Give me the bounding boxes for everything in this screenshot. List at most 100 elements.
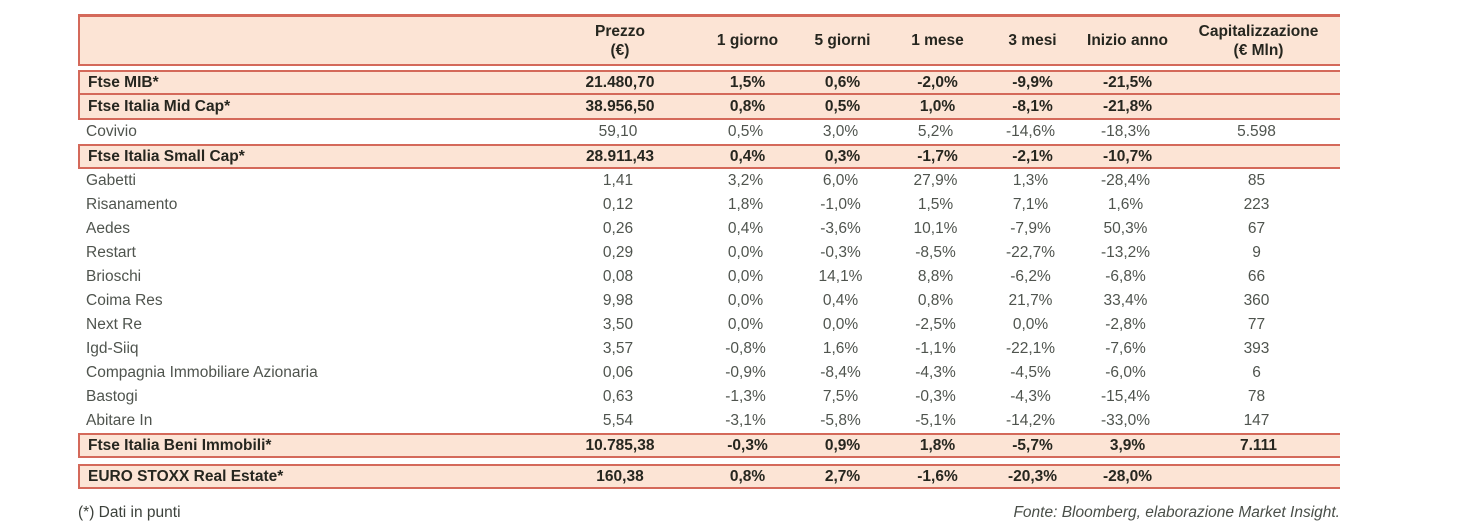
value-cell-prezzo: 59,10: [598, 123, 638, 140]
value-cell-1-giorno: 0,4%: [727, 220, 764, 237]
index-row: Ftse Italia Small Cap* 28.911,43 0,4% 0,3% -…: [78, 144, 1340, 169]
value-cell-3-mesi: -5,7%: [1012, 436, 1053, 454]
header-cell-1-giorno: 1 giorno: [700, 31, 795, 50]
table-row: Brioschi 0,08 0,0% 14,1% 8,8% -6,2% -6,8% 66: [78, 265, 1340, 289]
value-cell-1-giorno: -0,8%: [725, 340, 766, 357]
name-cell: Ftse Italia Beni Immobili*: [88, 436, 272, 454]
value-cell-3-mesi: -4,5%: [1010, 364, 1051, 381]
name-cell: Restart: [86, 244, 136, 261]
value-cell-5-giorni: -0,3%: [820, 244, 861, 261]
value-cell-5-giorni: 3,0%: [822, 123, 859, 140]
name-cell: Ftse Italia Small Cap*: [88, 147, 245, 165]
value-cell-3-mesi: 21,7%: [1008, 292, 1053, 309]
value-cell-prezzo: 3,50: [602, 316, 634, 333]
name-cell: Risanamento: [86, 196, 178, 213]
value-cell-prezzo: 10.785,38: [585, 436, 655, 454]
index-row: Ftse MIB* 21.480,70 1,5% 0,6% -2,0% -9,9% -21,…: [78, 70, 1340, 95]
value-cell-3-mesi: -4,3%: [1010, 388, 1051, 405]
value-cell-capitalizzazione: 78: [1247, 388, 1266, 405]
value-cell-1-mese: 10,1%: [913, 220, 958, 237]
value-cell-3-mesi: -9,9%: [1012, 73, 1053, 91]
header-cell-3-mesi: 3 mesi: [985, 31, 1080, 50]
header-label: Prezzo: [595, 22, 645, 40]
value-cell-inizio-anno: 3,9%: [1109, 436, 1146, 454]
value-cell-1-mese: -1,7%: [917, 147, 958, 165]
value-cell-1-giorno: 0,0%: [727, 292, 764, 309]
value-cell-inizio-anno: -21,8%: [1102, 97, 1153, 115]
value-cell-1-mese: 5,2%: [917, 123, 954, 140]
value-cell-1-mese: 27,9%: [913, 172, 958, 189]
header-label: Capitalizzazione: [1198, 22, 1319, 40]
table-row: Bastogi 0,63 -1,3% 7,5% -0,3% -4,3% -15,4% 78: [78, 385, 1340, 409]
value-cell-1-mese: -4,3%: [915, 364, 956, 381]
value-cell-prezzo: 21.480,70: [585, 73, 655, 91]
value-cell-5-giorni: 14,1%: [818, 268, 863, 285]
value-cell-capitalizzazione: 9: [1252, 244, 1261, 261]
value-cell-capitalizzazione: 77: [1247, 316, 1266, 333]
value-cell-1-giorno: 0,0%: [727, 316, 764, 333]
table-row: Compagnia Immobiliare Azionaria 0,06 -0,9%…: [78, 361, 1340, 385]
value-cell-prezzo: 9,98: [602, 292, 634, 309]
value-cell-prezzo: 28.911,43: [585, 147, 655, 165]
value-cell-capitalizzazione: 85: [1247, 172, 1266, 189]
value-cell-capitalizzazione: 147: [1243, 412, 1270, 429]
table-row: Covivio 59,10 0,5% 3,0% 5,2% -14,6% -18,3% 5.59…: [78, 120, 1340, 144]
header-cell-inizio-anno: Inizio anno: [1080, 31, 1175, 50]
value-cell-1-giorno: 0,4%: [729, 147, 766, 165]
value-cell-1-giorno: 0,8%: [729, 97, 766, 115]
source-credit: Fonte: Bloomberg, elaborazione Market In…: [1013, 504, 1340, 521]
value-cell-1-mese: -8,5%: [915, 244, 956, 261]
value-cell-3-mesi: -7,9%: [1010, 220, 1051, 237]
value-cell-5-giorni: 1,6%: [822, 340, 859, 357]
value-cell-3-mesi: 7,1%: [1012, 196, 1049, 213]
value-cell-3-mesi: -2,1%: [1012, 147, 1053, 165]
value-cell-prezzo: 0,08: [602, 268, 634, 285]
value-cell-1-giorno: -0,9%: [725, 364, 766, 381]
name-cell: Ftse Italia Mid Cap*: [88, 97, 231, 115]
value-cell-1-mese: -5,1%: [915, 412, 956, 429]
name-cell: Ftse MIB*: [88, 73, 159, 91]
value-cell-inizio-anno: -18,3%: [1100, 123, 1151, 140]
value-cell-1-mese: 0,8%: [917, 292, 954, 309]
header-sublabel: (€ Mln): [1233, 41, 1284, 59]
value-cell-inizio-anno: 1,6%: [1107, 196, 1144, 213]
value-cell-inizio-anno: -6,8%: [1105, 268, 1146, 285]
value-cell-1-giorno: 0,8%: [729, 467, 766, 485]
header-label: 5 giorni: [814, 32, 871, 49]
value-cell-1-mese: 1,5%: [917, 196, 954, 213]
value-cell-prezzo: 160,38: [596, 467, 644, 485]
value-cell-inizio-anno: -13,2%: [1100, 244, 1151, 261]
dati-in-punti-note: (*) Dati in punti: [78, 504, 181, 521]
value-cell-1-giorno: 1,5%: [729, 73, 766, 91]
value-cell-capitalizzazione: 360: [1243, 292, 1270, 309]
value-cell-inizio-anno: -2,8%: [1105, 316, 1146, 333]
value-cell-1-giorno: 1,8%: [727, 196, 764, 213]
table-row: Restart 0,29 0,0% -0,3% -8,5% -22,7% -13,2% 9: [78, 241, 1340, 265]
value-cell-1-mese: -2,0%: [917, 73, 958, 91]
header-cell-1-mese: 1 mese: [890, 31, 985, 50]
name-cell: Abitare In: [86, 412, 153, 429]
value-cell-inizio-anno: 33,4%: [1103, 292, 1148, 309]
value-cell-5-giorni: 0,3%: [824, 147, 861, 165]
value-cell-3-mesi: 0,0%: [1012, 316, 1049, 333]
name-cell: Brioschi: [86, 268, 142, 285]
value-cell-5-giorni: 0,4%: [822, 292, 859, 309]
header-label: 3 mesi: [1008, 32, 1057, 49]
value-cell-inizio-anno: -28,4%: [1100, 172, 1151, 189]
value-cell-inizio-anno: -10,7%: [1102, 147, 1153, 165]
value-cell-prezzo: 0,06: [602, 364, 634, 381]
value-cell-capitalizzazione: 7.111: [1239, 436, 1278, 454]
index-row: Ftse Italia Beni Immobili* 10.785,38 -0,3%…: [78, 433, 1340, 458]
value-cell-capitalizzazione: 6: [1252, 364, 1261, 381]
value-cell-1-giorno: 0,0%: [727, 244, 764, 261]
value-cell-inizio-anno: -15,4%: [1100, 388, 1151, 405]
header-label: Inizio anno: [1087, 32, 1168, 49]
value-cell-prezzo: 0,63: [602, 388, 634, 405]
value-cell-1-mese: 1,8%: [919, 436, 956, 454]
value-cell-1-giorno: -1,3%: [725, 388, 766, 405]
value-cell-3-mesi: -20,3%: [1007, 467, 1058, 485]
value-cell-1-mese: -2,5%: [915, 316, 956, 333]
value-cell-5-giorni: 7,5%: [822, 388, 859, 405]
index-row: EURO STOXX Real Estate* 160,38 0,8% 2,7% -1,…: [78, 464, 1340, 489]
